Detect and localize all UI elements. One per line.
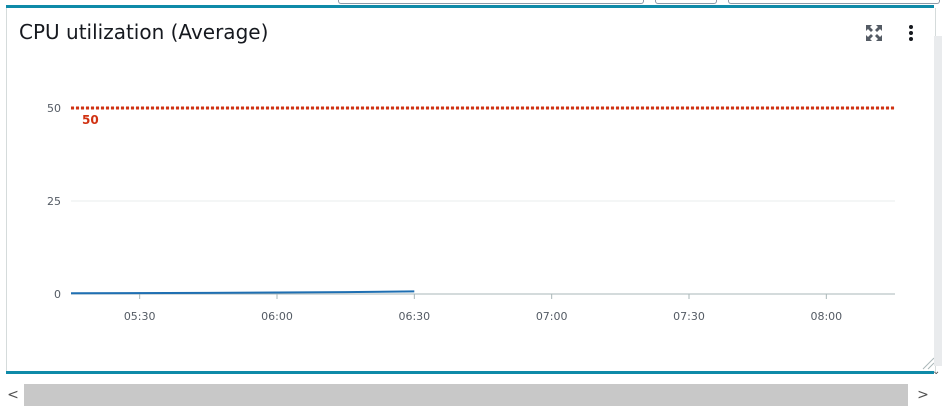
series-line (70, 290, 415, 295)
vertical-dots-icon[interactable] (900, 22, 922, 44)
cpu-line-chart: 50 50 25 0 05:30 06:00 06:30 07:00 07:30 08:00 (47, 102, 895, 323)
x-tick-label: 08:00 (810, 310, 842, 323)
y-tick-label: 25 (47, 195, 61, 208)
chevron-right-icon[interactable]: > (917, 387, 929, 403)
x-tick-label: 06:00 (261, 310, 293, 323)
expand-arrows-icon[interactable] (863, 22, 885, 44)
tick-labels: 50 25 0 05:30 06:00 06:30 07:00 07:30 08:00 (47, 102, 842, 323)
top-toolbar-strip (0, 0, 942, 6)
x-tick-label: 07:00 (536, 310, 568, 323)
toolbar-select-edge[interactable] (728, 0, 940, 4)
threshold-label: 50 (82, 113, 99, 127)
x-tick-label: 07:30 (673, 310, 705, 323)
widget-bottom-border (6, 371, 934, 374)
search-input-edge[interactable] (338, 0, 644, 4)
widget-top-border (6, 5, 934, 8)
series-layer (70, 290, 415, 295)
toolbar-button-edge[interactable] (655, 0, 717, 4)
threshold-layer: 50 (71, 106, 895, 127)
vertical-scroll-track[interactable] (934, 36, 942, 366)
scroll-down-icon[interactable]: ⌄ (932, 366, 941, 377)
horizontal-scrollbar[interactable]: < > (0, 381, 942, 409)
horizontal-scroll-thumb[interactable] (24, 384, 908, 406)
y-tick-label: 50 (47, 102, 61, 115)
x-tick-label: 06:30 (398, 310, 430, 323)
chart-gridlines (71, 107, 895, 202)
resize-corner-icon[interactable] (921, 356, 935, 370)
y-tick-label: 0 (54, 288, 61, 301)
chart-axes (71, 293, 895, 299)
x-tick-label: 05:30 (124, 310, 156, 323)
widget-title: CPU utilization (Average) (19, 20, 269, 44)
chevron-left-icon[interactable]: < (7, 387, 19, 403)
cpu-utilization-widget: CPU utilization (Average) 50 50 25 0 05:30 0… (6, 8, 936, 372)
